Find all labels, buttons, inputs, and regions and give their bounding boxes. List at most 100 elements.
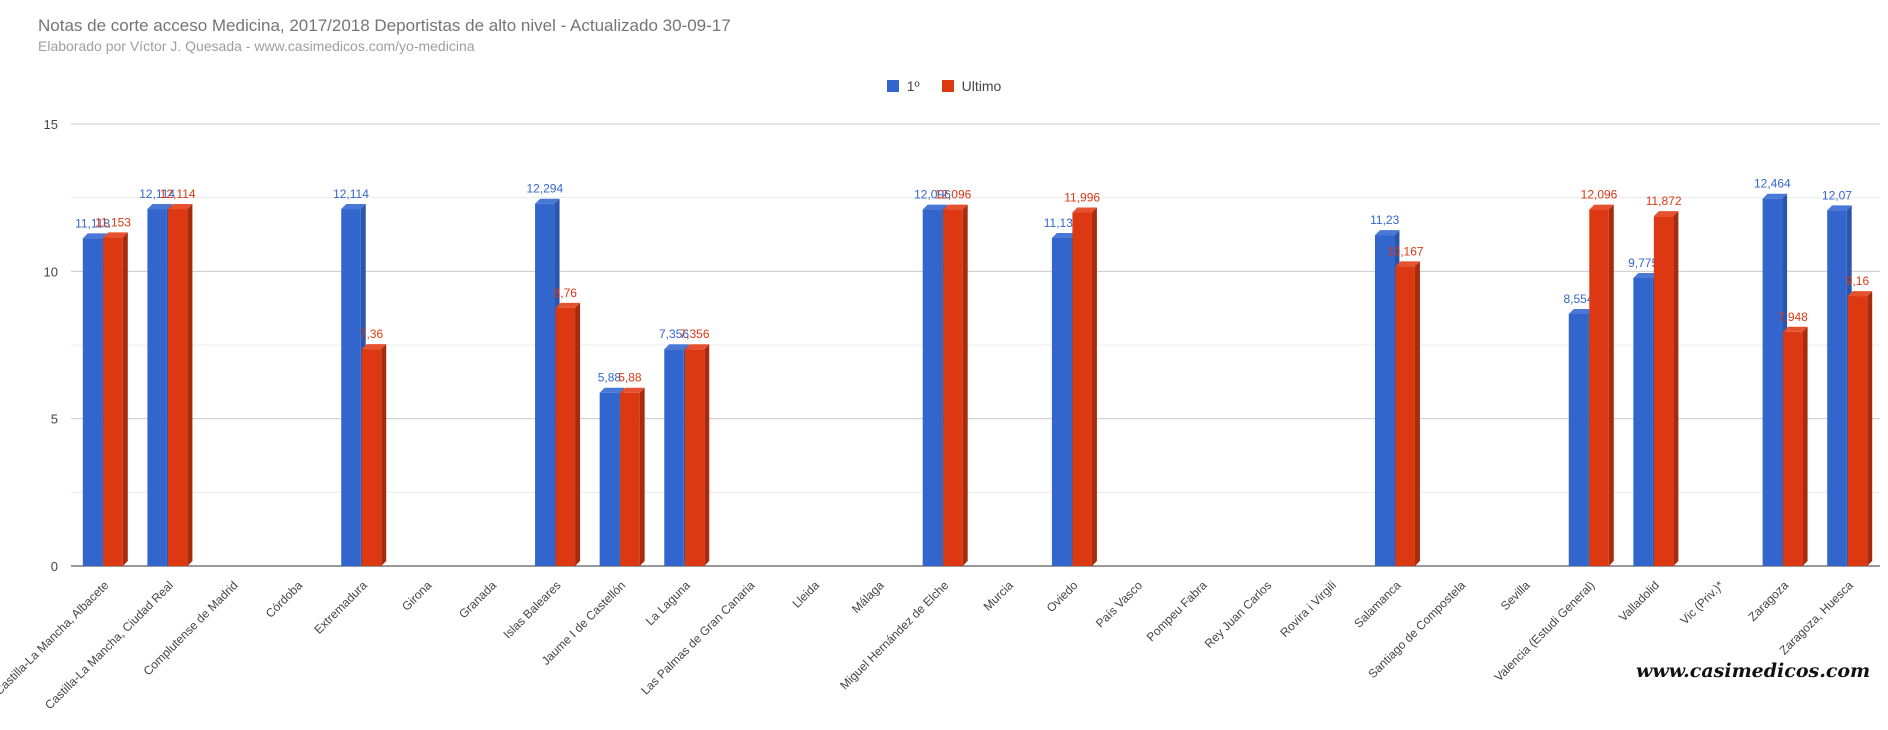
data-label: 8,554 [1564, 292, 1594, 306]
bar-last [361, 349, 382, 566]
x-tick-label: Rey Juan Carlos [1202, 578, 1275, 651]
bar-last-top [684, 344, 710, 350]
x-tick-label: Castilla-La Mancha, Ciudad Real [42, 578, 176, 712]
x-tick-label: Murcia [981, 578, 1017, 614]
data-label: 10,167 [1387, 244, 1424, 258]
legend-item-last[interactable]: Ultimo [941, 78, 1002, 94]
bar-first-top [147, 204, 172, 210]
data-label: 7,356 [659, 327, 689, 341]
bar-first-top [82, 233, 108, 239]
y-tick-label: 5 [51, 412, 58, 427]
x-tick-label: Málaga [849, 578, 887, 616]
data-label: 12,096 [914, 188, 951, 202]
bar-last-side [575, 302, 581, 566]
bar-first-top [1051, 232, 1077, 238]
data-label: 11,132 [1044, 216, 1080, 230]
bar-last-top [361, 344, 387, 350]
bar-last-top [1589, 204, 1614, 210]
bar-last-side [381, 344, 387, 566]
bar-last-top [620, 387, 645, 393]
bar-last-top [1395, 261, 1420, 267]
x-tick-label: Miguel Hernández de Elche [837, 578, 951, 692]
bar-last [684, 349, 705, 566]
bar-last-side [704, 344, 710, 566]
bar-first [341, 209, 361, 566]
bar-first-top [599, 387, 625, 393]
bar-first-top [535, 198, 560, 204]
legend-label-first: 1º [906, 78, 920, 94]
data-label: 11,153 [95, 215, 131, 229]
bar-last-top [103, 232, 128, 238]
data-label: 12,114 [333, 187, 369, 201]
bar-first-top [1568, 308, 1594, 314]
data-label: 12,294 [526, 182, 563, 196]
legend-item-first[interactable]: 1º [886, 78, 920, 94]
data-label: 11,872 [1646, 194, 1682, 208]
bar-last [1783, 331, 1803, 566]
data-label: 7,36 [360, 327, 384, 341]
bar-first-top [1374, 230, 1400, 236]
x-tick-label: La Laguna [643, 578, 693, 628]
bar-first [1633, 277, 1653, 566]
bar-first [1568, 313, 1589, 566]
bar-first [922, 209, 943, 566]
data-label: 12,114 [139, 187, 175, 201]
bar-first-top [664, 344, 689, 350]
x-tick-label: Salamanca [1351, 578, 1404, 631]
chart-legend: 1º Ultimo [0, 78, 1888, 94]
data-label: 12,464 [1754, 177, 1791, 191]
bar-last [555, 307, 576, 566]
legend-swatch-first [886, 80, 899, 92]
legend-swatch-last [941, 80, 954, 92]
bar-first [1762, 198, 1783, 566]
x-tick-label: Vic (Priv.)* [1677, 578, 1726, 627]
bar-last [1653, 216, 1674, 566]
x-tick-label: Pompeu Fabra [1144, 578, 1210, 644]
bar-first [1051, 237, 1072, 567]
watermark: www.casimedicos.com [1636, 660, 1871, 682]
bar-first-top [1827, 205, 1852, 211]
bar-first [535, 203, 555, 566]
data-label: 11,118 [75, 216, 110, 230]
bar-last-side [1091, 207, 1097, 566]
bar-first [1374, 235, 1395, 566]
bar-last [1395, 266, 1415, 566]
bar-last-side [187, 204, 193, 566]
bar-first-top [1633, 272, 1658, 278]
data-label: 9,775 [1628, 256, 1658, 270]
x-tick-label: Extremadura [311, 578, 370, 637]
bar-first-top [341, 204, 366, 210]
y-tick-label: 10 [44, 264, 58, 279]
y-tick-label: 15 [44, 117, 58, 132]
x-tick-label: Islas Baleares [500, 578, 563, 641]
x-tick-label: Castilla-La Mancha, Albacete [0, 578, 112, 698]
bar-first [1827, 210, 1847, 566]
data-label: 8,76 [554, 286, 578, 300]
x-tick-label: Oviedo [1044, 578, 1081, 615]
bar-last [1072, 212, 1092, 566]
x-tick-label: Lleida [790, 578, 823, 611]
data-label: 11,23 [1370, 213, 1399, 227]
bar-last-top [943, 204, 968, 210]
bar-last-side [962, 204, 968, 566]
bar-first [82, 238, 103, 567]
bar-last-top [1847, 291, 1873, 297]
bar-last [620, 392, 640, 566]
x-tick-label: Zaragoza [1745, 578, 1791, 624]
x-tick-label: Córdoba [263, 578, 306, 621]
bar-last [103, 237, 123, 566]
data-label: 9,16 [1846, 274, 1870, 288]
bar-last-side [1414, 261, 1420, 566]
data-label: 7,356 [680, 327, 710, 341]
data-label: 12,096 [1581, 188, 1618, 202]
bar-last-side [1608, 204, 1614, 566]
x-tick-label: Sevilla [1498, 578, 1533, 613]
x-tick-label: Granada [456, 578, 499, 621]
bar-last [167, 209, 188, 566]
x-tick-label: País Vasco [1093, 578, 1145, 630]
bar-last-top [1783, 326, 1808, 332]
data-label: 11,996 [1064, 191, 1100, 205]
data-label: 5,88 [598, 371, 622, 385]
legend-label-last: Ultimo [961, 78, 1002, 94]
